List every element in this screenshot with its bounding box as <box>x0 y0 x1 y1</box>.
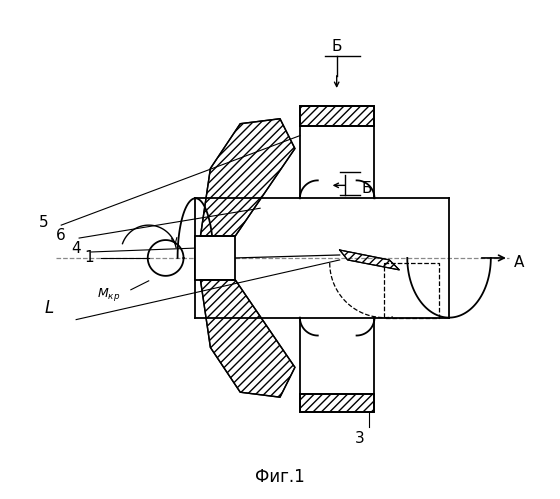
Text: 1: 1 <box>84 250 94 265</box>
Text: 5: 5 <box>39 215 48 230</box>
Bar <box>300 394 375 412</box>
Bar <box>300 106 375 126</box>
Text: 4: 4 <box>71 241 81 255</box>
Text: Б: Б <box>362 181 372 196</box>
Text: 3: 3 <box>354 432 365 447</box>
Bar <box>300 394 375 412</box>
Bar <box>195 236 235 280</box>
Text: Фиг.1: Фиг.1 <box>255 468 305 486</box>
Bar <box>300 106 375 126</box>
Text: L: L <box>45 299 54 317</box>
Text: Б: Б <box>332 38 342 53</box>
Text: А: А <box>514 255 524 270</box>
Text: 6: 6 <box>57 228 66 243</box>
Text: $M_{кр}$: $M_{кр}$ <box>97 286 120 303</box>
